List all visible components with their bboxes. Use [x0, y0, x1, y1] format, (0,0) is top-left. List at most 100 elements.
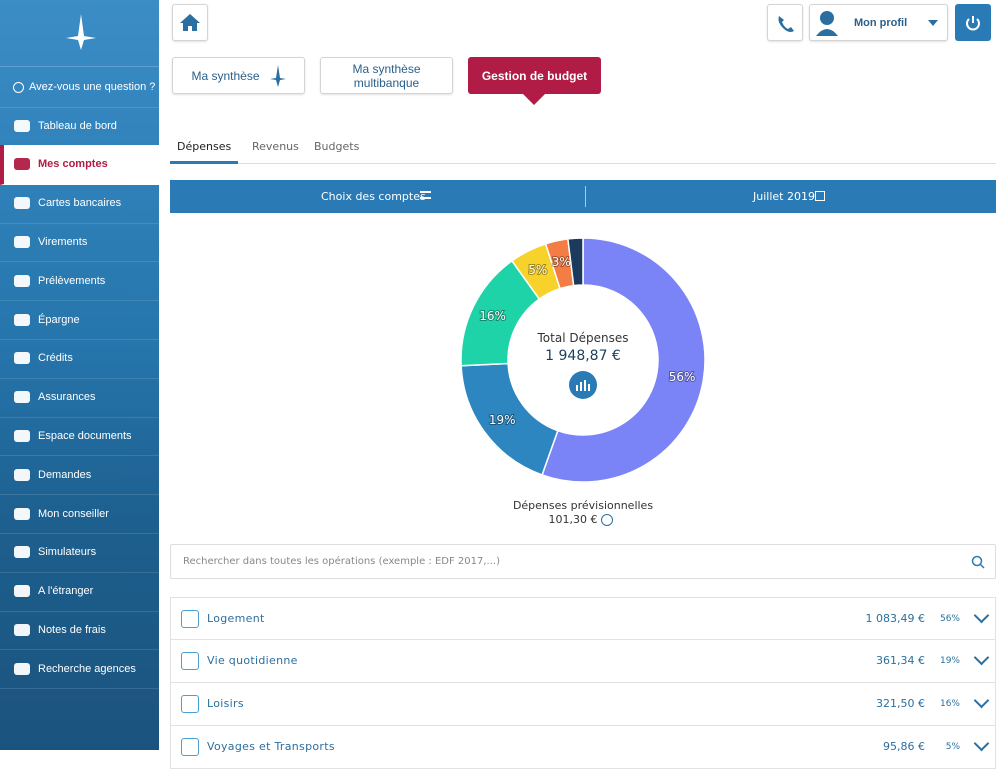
- tab-synthese[interactable]: Ma synthèse: [172, 57, 305, 94]
- sidebar-label: Cartes bancaires: [38, 197, 122, 210]
- sidebar-label: Espace documents: [38, 429, 132, 442]
- category-row[interactable]: Voyages et Transports 95,86 € 5%: [170, 726, 996, 769]
- category-name: Voyages et Transports: [207, 740, 335, 753]
- accounts-filter[interactable]: Choix des comptes: [321, 190, 426, 203]
- category-percent: 56%: [939, 614, 960, 624]
- expand-chevron[interactable]: [973, 735, 990, 752]
- sidebar-item[interactable]: Simulateurs: [0, 533, 159, 573]
- profile-button[interactable]: Mon profil: [809, 4, 948, 41]
- help-label: Avez-vous une question ?: [29, 81, 156, 93]
- sidebar-label: Crédits: [38, 352, 73, 365]
- logout-button[interactable]: [955, 4, 991, 41]
- sidebar-item[interactable]: Épargne: [0, 300, 159, 340]
- category-row[interactable]: Vie quotidienne 361,34 € 19%: [170, 640, 996, 683]
- phone-button[interactable]: [767, 4, 803, 41]
- forecast-label: Dépenses prévisionnelles: [513, 499, 653, 512]
- search-placeholder: Rechercher dans toutes les opérations (e…: [183, 556, 500, 567]
- sidebar-item[interactable]: Tableau de bord: [0, 106, 159, 146]
- category-percent: 16%: [939, 699, 960, 709]
- slice-label: 19%: [489, 413, 516, 427]
- category-row[interactable]: Loisirs 321,50 € 16%: [170, 683, 996, 726]
- home-button[interactable]: [172, 4, 208, 41]
- sidebar-item[interactable]: Mes comptes: [0, 144, 163, 185]
- category-amount: 321,50 €: [876, 697, 925, 710]
- search-box[interactable]: Rechercher dans toutes les opérations (e…: [170, 544, 996, 579]
- category-percent: 5%: [945, 742, 960, 752]
- tab-pointer: [522, 93, 546, 105]
- category-amount: 1 083,49 €: [865, 612, 925, 625]
- sidebar-icon: [14, 429, 30, 442]
- sidebar: Avez-vous une question ? Tableau de bord…: [0, 0, 163, 750]
- sidebar-icon: [14, 391, 30, 404]
- sidebar-label: Demandes: [38, 468, 92, 481]
- tab-multibanque[interactable]: Ma synthèse multibanque: [320, 57, 453, 94]
- forecast-more[interactable]: [601, 514, 613, 526]
- sidebar-item[interactable]: Notes de frais: [0, 610, 159, 651]
- chart-icon[interactable]: [569, 371, 597, 399]
- sidebar-label: Mes comptes: [38, 158, 108, 171]
- sidebar-item[interactable]: Espace documents: [0, 416, 159, 457]
- tab-budget[interactable]: Gestion de budget: [468, 57, 601, 94]
- category-icon: [181, 610, 199, 628]
- category-name: Loisirs: [207, 697, 244, 710]
- category-row[interactable]: Logement 1 083,49 € 56%: [170, 597, 996, 640]
- sidebar-item[interactable]: Virements: [0, 222, 159, 263]
- sidebar-label: Tableau de bord: [38, 119, 117, 132]
- sidebar-item[interactable]: A l'étranger: [0, 572, 159, 612]
- sidebar-icon: [14, 468, 30, 481]
- sidebar-icon: [14, 546, 30, 559]
- subtab[interactable]: Budgets: [314, 140, 360, 153]
- sidebar-label: Recherche agences: [38, 662, 136, 675]
- sidebar-icon: [14, 585, 30, 598]
- donut-chart: Total Dépenses 1 948,87 € Dépenses prévi…: [460, 237, 706, 526]
- category-percent: 19%: [939, 656, 960, 666]
- category-amount: 95,86 €: [883, 740, 925, 753]
- subtab[interactable]: Revenus: [252, 140, 299, 153]
- sidebar-item[interactable]: Crédits: [0, 339, 159, 379]
- slice-label: 5%: [528, 263, 547, 277]
- category-name: Vie quotidienne: [207, 654, 298, 667]
- sidebar-icon: [14, 158, 30, 171]
- expand-chevron[interactable]: [973, 649, 990, 666]
- sidebar-item[interactable]: Assurances: [0, 378, 159, 418]
- expand-chevron[interactable]: [973, 692, 990, 709]
- logo: [66, 14, 96, 50]
- sidebar-icon: [14, 662, 30, 675]
- slice-label: 16%: [479, 309, 506, 323]
- sidebar-label: Virements: [38, 235, 88, 248]
- subtab-rule: [170, 163, 996, 164]
- sidebar-icon: [14, 623, 30, 636]
- center-value: 1 948,87 €: [545, 348, 621, 364]
- sidebar-label: Prélèvements: [38, 274, 106, 287]
- forecast-amount: 101,30 €: [549, 513, 598, 526]
- category-icon: [181, 695, 199, 713]
- sidebar-label: Simulateurs: [38, 546, 97, 559]
- sidebar-icon: [14, 313, 30, 326]
- profile-label: Mon profil: [854, 17, 908, 29]
- sidebar-icon: [14, 507, 30, 520]
- sidebar-icon: [14, 235, 30, 248]
- subtab-active: [170, 161, 238, 164]
- sidebar-label: A l'étranger: [38, 585, 94, 598]
- subtab[interactable]: Dépenses: [177, 140, 232, 153]
- donut-slice: [541, 237, 706, 483]
- category-amount: 361,34 €: [876, 654, 925, 667]
- sidebar-label: Notes de frais: [38, 623, 106, 636]
- sidebar-icon: [14, 197, 30, 210]
- sidebar-item[interactable]: Prélèvements: [0, 261, 159, 302]
- donut-slice: [567, 237, 584, 287]
- category-name: Logement: [207, 612, 265, 625]
- slice-label: 56%: [669, 370, 696, 384]
- sidebar-icon: [14, 274, 30, 287]
- expand-chevron[interactable]: [973, 607, 990, 624]
- center-title: Total Dépenses: [537, 331, 629, 345]
- category-icon: [181, 652, 199, 670]
- help-item[interactable]: Avez-vous une question ?: [0, 66, 159, 108]
- sidebar-item[interactable]: Cartes bancaires: [0, 184, 159, 224]
- filter-bar: Choix des comptes Juillet 2019: [170, 180, 996, 213]
- category-icon: [181, 738, 199, 756]
- sidebar-item[interactable]: Demandes: [0, 455, 159, 496]
- sidebar-item[interactable]: Recherche agences: [0, 649, 159, 690]
- sidebar-item[interactable]: Mon conseiller: [0, 494, 159, 534]
- period-filter[interactable]: Juillet 2019: [753, 190, 815, 203]
